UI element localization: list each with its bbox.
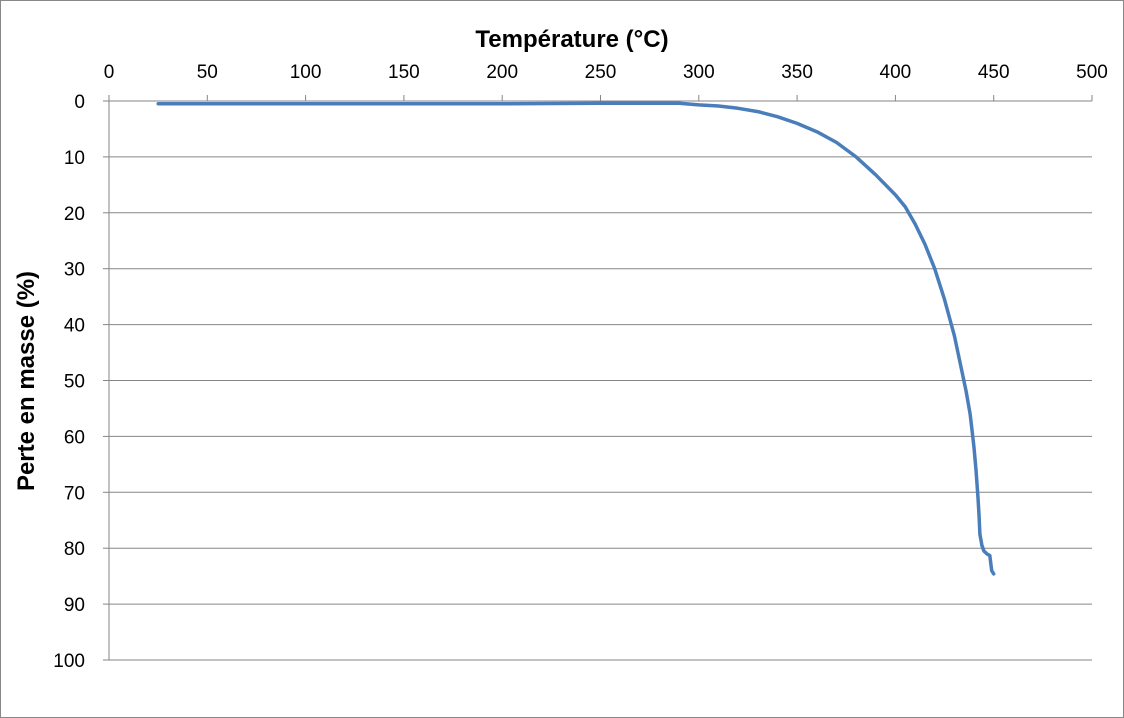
x-tick-label: 400 xyxy=(880,62,912,83)
y-tick-label: 90 xyxy=(64,595,85,616)
x-tick-label: 500 xyxy=(1076,62,1108,83)
x-tick-label: 450 xyxy=(978,62,1010,83)
x-tick-labels: 0 50 100 150 200 250 300 350 400 450 500 xyxy=(104,62,1108,83)
y-tick-label: 100 xyxy=(53,651,85,672)
series-line xyxy=(156,101,996,576)
x-tick-label: 300 xyxy=(683,62,715,83)
y-tick-label: 80 xyxy=(64,539,85,560)
x-tick-label: 50 xyxy=(197,62,218,83)
y-tick-label: 0 xyxy=(74,92,85,113)
y-tick-labels: 0 10 20 30 40 50 60 70 80 90 100 xyxy=(53,92,85,672)
y-tick-label: 40 xyxy=(64,316,85,337)
y-tick-label: 30 xyxy=(64,260,85,281)
series-group xyxy=(156,101,996,576)
y-tick-label: 10 xyxy=(64,148,85,169)
x-axis-title: Température (°C) xyxy=(475,26,668,53)
y-axis-title: Perte en masse (%) xyxy=(13,271,40,491)
gridlines xyxy=(109,156,1092,661)
x-tick-label: 100 xyxy=(290,62,322,83)
y-tick-label: 60 xyxy=(64,427,85,448)
x-tick-label: 250 xyxy=(585,62,617,83)
x-tick-label: 150 xyxy=(388,62,420,83)
y-tick-label: 50 xyxy=(64,372,85,393)
x-tick-label: 350 xyxy=(781,62,813,83)
x-tick-label: 0 xyxy=(104,62,115,83)
y-tick-label: 70 xyxy=(64,483,85,504)
x-tick-label: 200 xyxy=(486,62,518,83)
axes xyxy=(103,95,1093,661)
y-tick-label: 20 xyxy=(64,204,85,225)
